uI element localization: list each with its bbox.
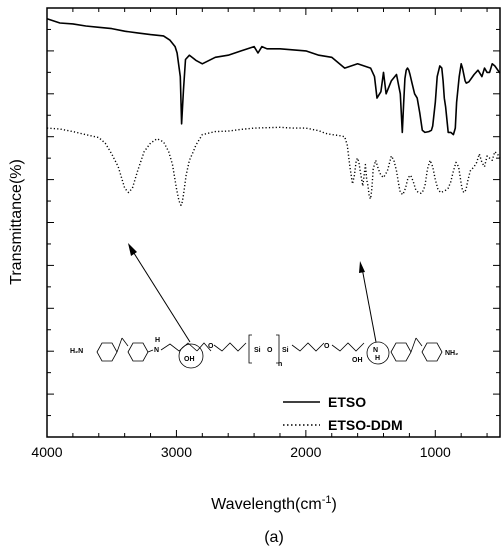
nh-right-n: N (373, 347, 378, 354)
x-tick-label: 2000 (290, 444, 321, 460)
series-line-etso-ddm (46, 126, 501, 206)
chain-propyl-left (213, 342, 247, 352)
right-benzene-ring-2 (421, 342, 443, 362)
bond (415, 337, 423, 347)
chain-ether-left (196, 342, 212, 352)
bond (116, 337, 123, 353)
x-tick-labels: 4000 3000 2000 1000 (31, 444, 451, 460)
left-benzene-ring-1 (96, 342, 118, 362)
series-layer (46, 17, 501, 206)
x-tick-label: 4000 (31, 444, 62, 460)
arrow-nh-bend (361, 267, 377, 343)
chemical-structure: H₂N H N OH O Si O Si n O OH N H NH₂ (70, 334, 458, 369)
bracket-left (248, 334, 252, 364)
bond (121, 337, 129, 347)
nh-right-h: H (375, 355, 380, 362)
chain-left (160, 342, 198, 352)
x-axis-title: Wavelength(cm-1) (211, 494, 337, 513)
oh-left-highlight (178, 343, 204, 369)
si-o: O (267, 347, 273, 354)
arrow-oh-stretch (131, 249, 191, 343)
axis-ticks (46, 7, 500, 438)
nh-right-highlight (366, 341, 390, 365)
series-line-etso (46, 17, 501, 136)
figure-caption: (a) (264, 529, 284, 546)
left-benzene-ring-2 (127, 342, 149, 362)
oh-left-label: OH (184, 356, 195, 363)
right-benzene-ring-1 (390, 342, 412, 362)
ether-o-right: O (324, 343, 330, 350)
legend-label-etso: ETSO (328, 394, 366, 410)
bond (410, 337, 417, 353)
nh-left-h: H (155, 337, 160, 344)
n-subscript: n (278, 361, 282, 368)
plot-frame (46, 7, 501, 438)
x-axis-title-suffix: ) (332, 496, 337, 513)
bracket-right (276, 334, 280, 364)
oh-right-label: OH (352, 357, 363, 364)
chain-right (331, 342, 365, 352)
x-axis-title-superscript: -1 (322, 494, 332, 506)
x-tick-label: 3000 (161, 444, 192, 460)
arrow-nh-head (359, 261, 365, 273)
right-amine-label: NH₂ (445, 350, 458, 357)
nh-left-n: N (154, 347, 159, 354)
arrow-oh-head (128, 243, 137, 256)
x-tick-label: 1000 (420, 444, 451, 460)
bond (147, 349, 154, 353)
ether-o-left: O (208, 343, 214, 350)
legend-label-etso-ddm: ETSO-DDM (328, 417, 403, 433)
y-axis-title: Transmittance(%) (8, 159, 25, 285)
left-amine-label: H₂N (70, 348, 83, 355)
legend: ETSO ETSO-DDM (283, 394, 403, 433)
chain-propyl-right (291, 342, 325, 352)
si-left: Si (254, 347, 261, 354)
si-right: Si (282, 347, 289, 354)
annotation-arrows (128, 243, 377, 343)
